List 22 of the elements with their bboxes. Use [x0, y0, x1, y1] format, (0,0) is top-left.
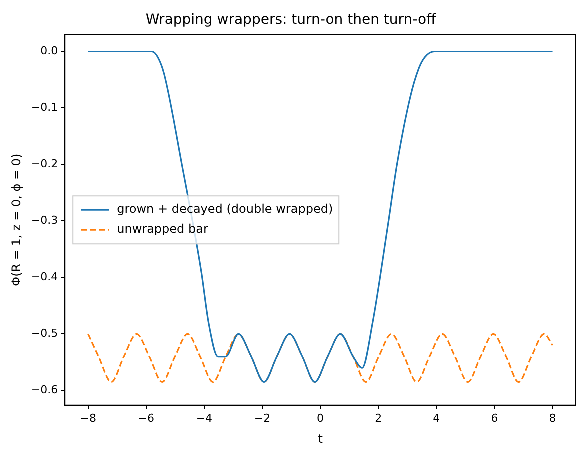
legend-label: unwrapped bar: [117, 222, 208, 236]
x-tick-label: 8: [549, 412, 556, 425]
line-series: [88, 50, 554, 384]
y-tick-label: 0.0: [40, 44, 58, 58]
y-tick-label: −0.6: [31, 384, 58, 397]
y-tick-label: −0.2: [31, 158, 58, 171]
y-tick-label: −0.3: [31, 214, 58, 228]
x-tick-label: 4: [433, 412, 440, 425]
x-tick-label: 0: [317, 412, 324, 425]
x-tick-label: 6: [491, 412, 498, 425]
x-tick-label: −4: [196, 412, 213, 425]
legend-label: grown + decayed (double wrapped): [117, 202, 334, 216]
x-axis-title: t: [318, 432, 324, 446]
y-tick-label: −0.5: [31, 327, 58, 340]
x-tick-label: −2: [254, 412, 271, 425]
y-axis-title: Φ(R = 1, z = 0, ϕ = 0): [9, 154, 24, 286]
x-tick-label: −8: [80, 412, 96, 425]
chart-title: Wrapping wrappers: turn-on then turn-off: [146, 12, 437, 28]
x-tick-label: −6: [138, 412, 154, 425]
y-tick-label: −0.4: [31, 270, 58, 284]
x-tick-label: 2: [375, 412, 382, 425]
y-tick-label: −0.1: [31, 101, 58, 114]
